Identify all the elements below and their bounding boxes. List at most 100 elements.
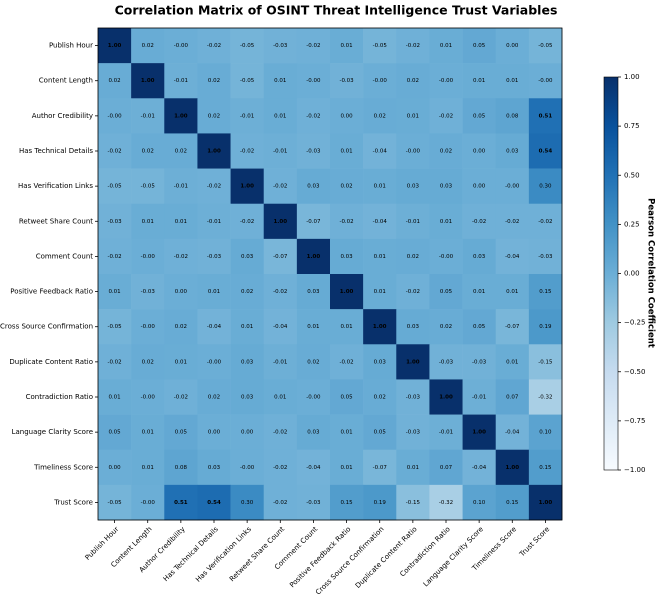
heatmap-cell <box>164 379 198 415</box>
heatmap-cell <box>98 379 132 415</box>
heatmap-cell <box>495 63 530 99</box>
heatmap-cell <box>462 414 497 451</box>
cell-label: 0.03 <box>407 324 420 330</box>
heatmap-cell <box>263 344 298 380</box>
heatmap-cell <box>330 274 364 310</box>
cell-label: -0.00 <box>406 149 421 155</box>
cell-label: 0.54 <box>207 500 221 506</box>
cell-label: 0.00 <box>473 149 486 155</box>
cell-label: 0.05 <box>440 289 453 295</box>
cell-label: -0.01 <box>472 395 486 401</box>
cell-label: 0.05 <box>473 113 486 119</box>
cell-label: 1.00 <box>207 149 221 155</box>
heatmap-cell <box>396 379 430 415</box>
cell-label: 0.01 <box>340 430 352 436</box>
cell-label: -0.00 <box>240 465 255 471</box>
heatmap-cell <box>263 274 298 310</box>
heatmap-cell <box>98 309 132 345</box>
heatmap-cell <box>363 238 397 275</box>
cell-label: -0.01 <box>141 113 155 119</box>
heatmap-cell <box>296 344 331 380</box>
cell-label: 0.02 <box>208 395 220 401</box>
x-tick-label: Retweet Share Count <box>228 525 286 583</box>
heatmap-cell <box>164 203 198 240</box>
cell-label: -0.00 <box>373 78 388 84</box>
cell-label: -0.00 <box>141 395 156 401</box>
cell-label: -0.01 <box>273 359 287 365</box>
x-tick-label: Has Technical Details <box>162 525 220 583</box>
cell-label: 0.03 <box>307 184 320 190</box>
cell-label: 0.02 <box>175 149 187 155</box>
cell-label: -0.03 <box>306 500 321 506</box>
cell-label: -0.00 <box>505 184 520 190</box>
heatmap-cell <box>462 484 497 521</box>
cell-label: 0.01 <box>307 324 319 330</box>
colorbar-tick-label: −0.75 <box>624 417 645 425</box>
cell-label: -0.05 <box>240 43 255 49</box>
colorbar-tick-label: −0.25 <box>624 319 645 327</box>
cell-label: -0.03 <box>339 78 354 84</box>
heatmap-cell <box>495 484 530 521</box>
heatmap-cell <box>363 203 397 240</box>
heatmap-cell <box>429 309 463 345</box>
cell-label: 0.03 <box>473 254 486 260</box>
cell-label: 0.02 <box>208 78 220 84</box>
heatmap-cell <box>197 98 231 134</box>
heatmap-cell <box>396 484 430 521</box>
heatmap-cell <box>98 274 132 310</box>
heatmap-cell <box>98 28 132 64</box>
heatmap-cell <box>98 449 132 486</box>
heatmap-cell <box>363 168 397 205</box>
cell-label: 1.00 <box>273 219 287 225</box>
y-tick-label: Publish Hour <box>49 42 93 50</box>
heatmap-cell <box>197 414 231 451</box>
heatmap-cell <box>164 344 198 380</box>
heatmap-cell <box>131 133 165 169</box>
heatmap-cell <box>296 379 331 415</box>
heatmap-cell <box>528 133 563 169</box>
heatmap-cell <box>230 274 265 310</box>
y-tick-label: Timeliness Score <box>33 463 93 471</box>
chart-title: Correlation Matrix of OSINT Threat Intel… <box>115 3 558 18</box>
x-tick-label: Has Verification Links <box>194 525 253 584</box>
heatmap-cell <box>330 133 364 169</box>
cell-label: 0.00 <box>340 113 353 119</box>
heatmap-cell <box>131 449 165 486</box>
heatmap-cell <box>363 309 397 345</box>
cell-label: 0.08 <box>506 113 519 119</box>
cell-label: 0.02 <box>407 254 419 260</box>
cell-label: 0.02 <box>440 324 452 330</box>
cell-label: -0.04 <box>373 149 388 155</box>
cell-label: -0.02 <box>306 113 320 119</box>
heatmap-cell <box>263 449 298 486</box>
cell-label: -0.02 <box>306 43 320 49</box>
heatmap-cell <box>296 203 331 240</box>
cell-label: -0.32 <box>439 500 453 506</box>
cell-label: -0.03 <box>538 254 553 260</box>
y-tick-label: Has Verification Links <box>18 182 93 190</box>
heatmap-cell <box>528 274 563 310</box>
heatmap-cell <box>495 379 530 415</box>
heatmap-cell <box>98 63 132 99</box>
cell-label: 0.00 <box>241 430 254 436</box>
cell-label: 1.00 <box>340 289 354 295</box>
cell-label: -0.00 <box>107 113 122 119</box>
cell-label: 0.01 <box>175 359 187 365</box>
cell-label: -0.02 <box>240 219 254 225</box>
heatmap-cell <box>363 98 397 134</box>
heatmap-cell <box>429 238 463 275</box>
heatmap-cell <box>330 238 364 275</box>
y-tick-label: Content Length <box>39 77 93 85</box>
cell-label: -0.01 <box>273 149 287 155</box>
y-tick-label: Retweet Share Count <box>19 217 93 225</box>
heatmap-cell <box>98 133 132 169</box>
cell-label: 0.03 <box>340 254 353 260</box>
heatmap-cell <box>396 98 430 134</box>
heatmap-cell <box>263 484 298 521</box>
cell-label: 0.02 <box>340 184 352 190</box>
cell-label: -0.03 <box>273 43 288 49</box>
heatmap-cell <box>528 168 563 205</box>
heatmap-cell <box>495 98 530 134</box>
heatmap-cell <box>131 414 165 451</box>
cell-label: 0.03 <box>440 184 453 190</box>
